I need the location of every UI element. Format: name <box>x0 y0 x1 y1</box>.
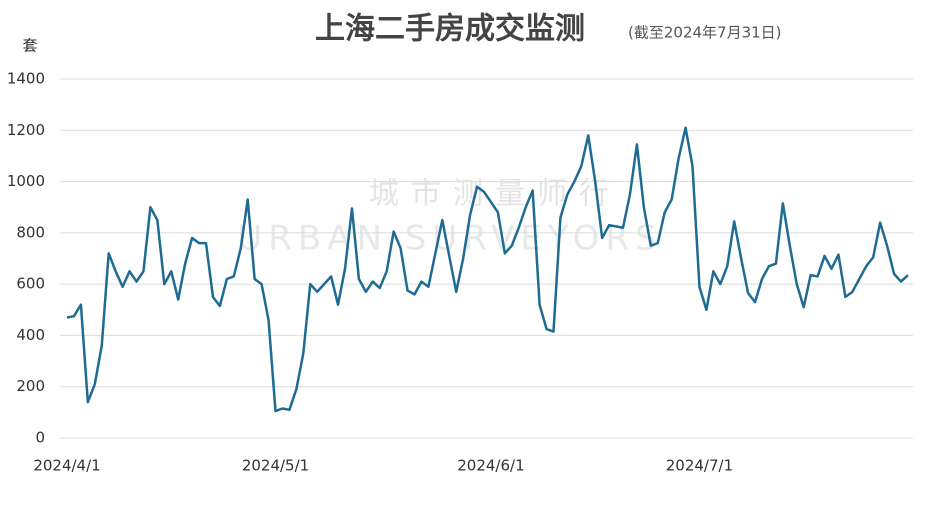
x-tick-label: 2024/5/1 <box>242 457 309 475</box>
y-tick-label: 800 <box>16 223 45 241</box>
line-series <box>66 126 909 413</box>
y-tick-label: 1000 <box>7 172 45 190</box>
chart-subtitle: (截至2024年7月31日) <box>628 24 782 42</box>
y-tick-label: 400 <box>16 326 45 344</box>
y-unit: 套 <box>22 37 37 55</box>
y-tick-label: 0 <box>35 429 45 447</box>
y-tick-label: 1400 <box>7 70 45 88</box>
chart-title: 上海二手房成交监测 <box>315 12 585 47</box>
y-tick-label: 200 <box>16 377 45 395</box>
watermark: URBAN SURVEYORS <box>237 219 662 259</box>
y-tick-label: 1200 <box>7 121 45 139</box>
x-tick-label: 2024/7/1 <box>666 457 733 475</box>
x-tick-label: 2024/4/1 <box>33 457 100 475</box>
y-tick-label: 600 <box>16 275 45 293</box>
x-tick-label: 2024/6/1 <box>457 457 524 475</box>
